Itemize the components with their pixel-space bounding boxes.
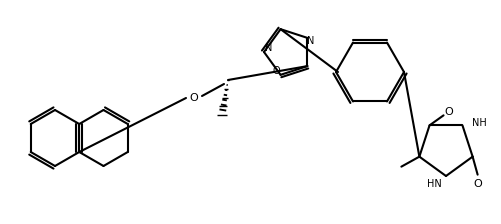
Text: O: O bbox=[443, 107, 452, 117]
Text: O: O bbox=[472, 179, 481, 189]
Text: N: N bbox=[265, 43, 272, 53]
Text: N: N bbox=[306, 36, 314, 46]
Text: HN: HN bbox=[426, 179, 441, 189]
Text: O: O bbox=[272, 66, 280, 76]
Text: O: O bbox=[189, 93, 198, 103]
Text: NH: NH bbox=[471, 118, 486, 128]
